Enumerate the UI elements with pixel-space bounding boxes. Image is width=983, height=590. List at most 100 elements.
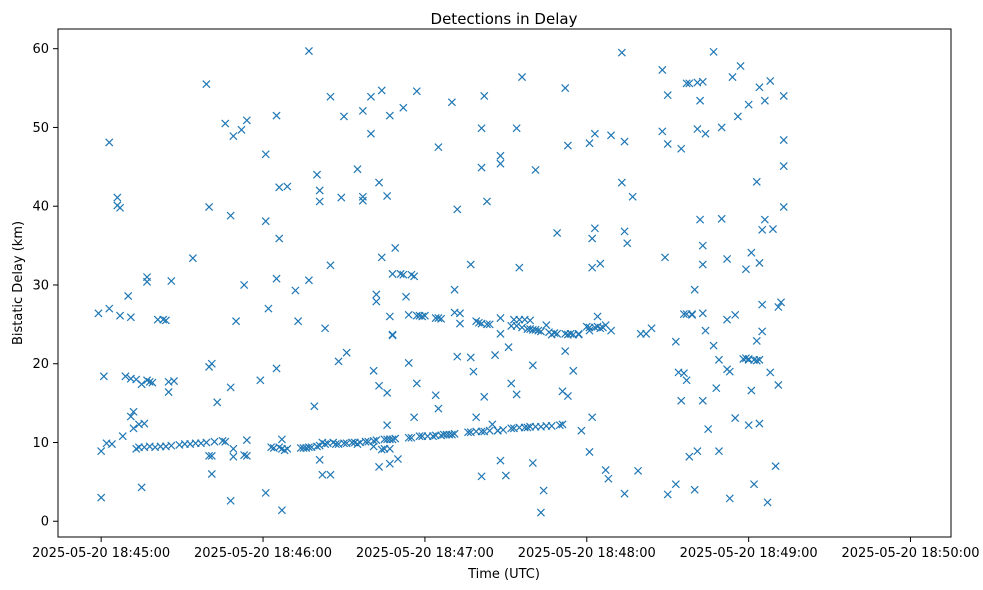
data-point — [547, 421, 556, 430]
data-point — [375, 178, 384, 187]
data-point — [116, 203, 125, 212]
data-point — [310, 402, 319, 411]
data-point — [410, 413, 419, 422]
data-point — [202, 80, 211, 89]
data-point — [741, 265, 750, 274]
data-point — [561, 347, 570, 356]
data-point — [240, 280, 249, 289]
data-point — [723, 254, 732, 264]
data-point — [663, 139, 672, 149]
data-point — [774, 302, 783, 312]
data-point — [126, 412, 135, 421]
data-point — [97, 493, 106, 502]
data-point — [717, 214, 726, 223]
data-point — [375, 381, 384, 390]
data-point — [304, 276, 313, 285]
data-point — [304, 443, 313, 452]
data-point — [723, 315, 732, 324]
data-point — [677, 396, 686, 405]
y-tick-label: 10 — [32, 436, 49, 451]
data-point — [658, 65, 667, 74]
data-point — [515, 263, 524, 272]
data-point — [518, 323, 527, 332]
data-point — [677, 144, 686, 153]
data-point — [733, 112, 742, 121]
data-point — [453, 352, 462, 361]
data-point — [372, 436, 381, 445]
data-point — [647, 324, 656, 333]
data-point — [326, 92, 335, 101]
data-point — [272, 111, 281, 120]
data-point — [267, 443, 276, 452]
data-point — [385, 459, 394, 468]
data-point — [107, 440, 116, 449]
data-point — [221, 437, 230, 446]
data-point — [434, 404, 443, 413]
data-point — [113, 193, 122, 202]
data-point — [477, 163, 486, 172]
x-axis: 2025-05-20 18:45:00 2025-05-20 18:46:00 20… — [32, 537, 980, 561]
data-point — [534, 326, 543, 335]
data-point — [358, 196, 367, 205]
x-tick-label: 2025-05-20 18:46:00 — [194, 546, 332, 561]
data-point — [418, 312, 427, 321]
data-point — [523, 423, 532, 432]
data-point — [129, 407, 138, 416]
data-point — [504, 343, 513, 352]
x-tick-label: 2025-05-20 18:50:00 — [841, 546, 979, 561]
data-point — [620, 489, 629, 498]
data-point — [358, 192, 367, 201]
plot-area — [94, 47, 788, 517]
data-point — [383, 191, 392, 200]
data-point — [242, 436, 251, 445]
data-point — [496, 159, 505, 168]
data-point — [124, 291, 133, 301]
data-point — [693, 447, 702, 456]
data-point — [477, 427, 486, 436]
data-point — [388, 331, 397, 340]
data-point — [679, 310, 688, 319]
data-point — [496, 314, 505, 323]
data-point — [744, 421, 753, 430]
data-point — [768, 225, 777, 234]
data-point — [383, 388, 392, 397]
data-point — [393, 455, 402, 464]
y-tick-label: 30 — [32, 278, 49, 293]
data-point — [607, 326, 616, 335]
data-point — [315, 455, 324, 464]
data-point — [701, 129, 710, 138]
data-point — [771, 462, 780, 471]
data-point — [331, 440, 340, 449]
data-point — [366, 92, 375, 101]
data-point — [385, 312, 394, 321]
data-point — [321, 324, 330, 333]
data-point — [766, 368, 775, 377]
data-point — [574, 330, 583, 339]
data-point — [563, 141, 572, 150]
data-point — [315, 197, 324, 206]
data-point — [671, 480, 680, 489]
data-point — [779, 91, 788, 100]
data-point — [482, 320, 491, 329]
data-point — [207, 451, 216, 460]
data-point — [779, 162, 788, 171]
data-point — [404, 358, 413, 367]
data-point — [450, 429, 459, 438]
x-tick-label: 2025-05-20 18:49:00 — [680, 546, 818, 561]
data-point — [755, 419, 764, 428]
data-point — [696, 96, 705, 105]
data-point — [539, 486, 548, 495]
data-point — [118, 432, 127, 441]
data-point — [455, 309, 465, 318]
data-point — [744, 100, 753, 109]
data-point — [434, 143, 443, 152]
data-point — [466, 353, 475, 362]
data-point — [391, 434, 400, 443]
data-point — [218, 436, 227, 445]
data-point — [590, 224, 599, 233]
data-point — [501, 471, 510, 480]
data-point — [99, 372, 108, 381]
data-point — [275, 234, 284, 243]
data-point — [777, 298, 786, 307]
data-point — [369, 442, 378, 451]
